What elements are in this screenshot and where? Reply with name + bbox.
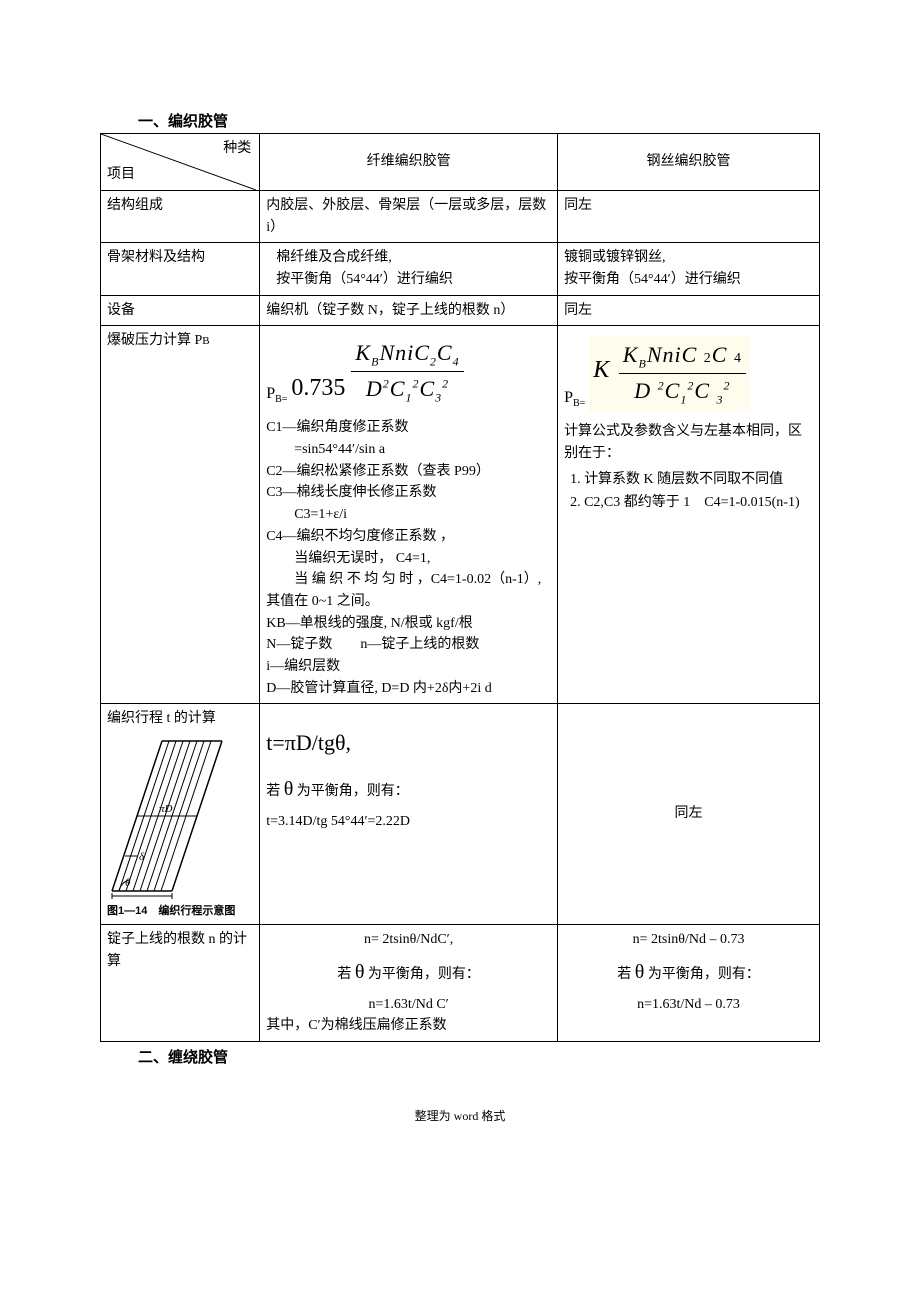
steel-formula-wrap: K KBNniC 2C 4 D 2C12C 32	[589, 336, 750, 411]
fiber-param: C3=1+ε/i	[266, 504, 551, 526]
travel-label: 编织行程 t 的计算	[107, 708, 253, 730]
structure-label: 结构组成	[101, 191, 260, 243]
fiber-params: C1—编织角度修正系数 =sin54°44′/sin a C2—编织松紧修正系数…	[266, 417, 551, 699]
roots-fiber-f1: n= 2tsinθ/NdC′,	[266, 929, 551, 951]
page-footer: 整理为 word 格式	[100, 1107, 820, 1124]
roots-steel-f2: n=1.63t/Nd – 0.73	[564, 994, 813, 1016]
fiber-coef: 0.735	[291, 370, 345, 407]
fiber-param: 当编织无误时， C4=1,	[266, 548, 551, 570]
fiber-param: C1—编织角度修正系数	[266, 417, 551, 439]
travel-formula: t=πD/tgθ,	[266, 726, 551, 760]
fiber-param: KB—单根线的强度, N/根或 kgf/根	[266, 613, 551, 635]
roots-fiber-f2: n=1.63t/Nd C′	[266, 994, 551, 1016]
burst-steel-formula: PB= K KBNniC 2C 4 D 2C12C 32	[564, 336, 813, 411]
travel-cond: 若 θ 为平衡角，则有：	[266, 774, 551, 805]
roots-fiber: n= 2tsinθ/NdC′, 若 θ 为平衡角，则有： n=1.63t/Nd …	[260, 925, 558, 1042]
equipment-steel: 同左	[558, 295, 820, 326]
fiber-param: C4—编织不均匀度修正系数 ，	[266, 526, 551, 548]
structure-fiber: 内胶层、外胶层、骨架层（一层或多层，层数 i）	[260, 191, 558, 243]
burst-label-main: 爆破压力计算 P	[107, 333, 202, 348]
row-equipment: 设备 编织机（锭子数 N，锭子上线的根数 n） 同左	[101, 295, 820, 326]
burst-label: 爆破压力计算 PB	[101, 326, 260, 704]
row-travel: 编织行程 t 的计算	[101, 704, 820, 925]
material-fiber-l1: 棉纤维及合成纤维,	[276, 247, 551, 269]
header-fiber: 纤维编织胶管	[260, 134, 558, 191]
header-row: 种类 项目 纤维编织胶管 钢丝编织胶管	[101, 134, 820, 191]
row-burst: 爆破压力计算 PB PB= 0.735 KBNniC2C4 D2C12C32 C…	[101, 326, 820, 704]
steel-li2: C2,C3 都约等于 1 C4=1-0.015(n-1)	[584, 492, 813, 514]
steel-params: 计算公式及参数含义与左基本相同，区别在于： 计算系数 K 随层数不同取不同值 C…	[564, 421, 813, 514]
fiber-param: N—锭子数 n—锭子上线的根数	[266, 634, 551, 656]
steel-fraction: KBNniC 2C 4 D 2C12C 32	[619, 338, 746, 409]
diag-header-cell: 种类 项目	[101, 134, 260, 191]
main-table: 种类 项目 纤维编织胶管 钢丝编织胶管 结构组成 内胶层、外胶层、骨架层（一层或…	[100, 133, 820, 1042]
burst-label-sub: B	[202, 335, 209, 347]
burst-fiber: PB= 0.735 KBNniC2C4 D2C12C32 C1—编织角度修正系数…	[260, 326, 558, 704]
material-fiber-l2: 按平衡角（54°44′）进行编织	[276, 269, 551, 291]
equipment-fiber: 编织机（锭子数 N，锭子上线的根数 n）	[260, 295, 558, 326]
travel-fig-caption: 图1—14 编织行程示意图	[107, 903, 253, 920]
fiber-fraction: KBNniC2C4 D2C12C32	[351, 336, 463, 407]
roots-label: 锭子上线的根数 n 的计算	[101, 925, 260, 1042]
structure-steel: 同左	[558, 191, 820, 243]
roots-steel-cond: 若 θ 为平衡角，则有：	[564, 957, 813, 988]
roots-fiber-note: 其中，C′为棉线压扁修正系数	[266, 1015, 551, 1037]
travel-label-cell: 编织行程 t 的计算	[101, 704, 260, 925]
row-roots: 锭子上线的根数 n 的计算 n= 2tsinθ/NdC′, 若 θ 为平衡角，则…	[101, 925, 820, 1042]
travel-fiber: t=πD/tgθ, 若 θ 为平衡角，则有： t=3.14D/tg 54°44′…	[260, 704, 558, 925]
roots-steel-f1: n= 2tsinθ/Nd – 0.73	[564, 929, 813, 951]
svg-text:πD: πD	[159, 803, 173, 815]
steel-li1: 计算系数 K 随层数不同取不同值	[584, 469, 813, 491]
fiber-param: C3—棉线长度伸长修正系数	[266, 482, 551, 504]
material-steel-l2: 按平衡角（54°44′）进行编织	[564, 269, 813, 291]
section2-heading: 二、缠绕胶管	[138, 1046, 820, 1067]
fiber-param: D—胶管计算直径, D=D 内+2δ内+2i d	[266, 678, 551, 700]
header-item: 项目	[107, 164, 135, 186]
fiber-param: =sin54°44′/sin a	[266, 439, 551, 461]
material-label: 骨架材料及结构	[101, 243, 260, 295]
travel-steel: 同左	[558, 704, 820, 925]
material-steel-l1: 镀铜或镀锌钢丝,	[564, 247, 813, 269]
material-fiber: 棉纤维及合成纤维, 按平衡角（54°44′）进行编织	[260, 243, 558, 295]
roots-fiber-cond: 若 θ 为平衡角，则有：	[266, 957, 551, 988]
travel-result: t=3.14D/tg 54°44′=2.22D	[266, 811, 551, 833]
burst-steel: PB= K KBNniC 2C 4 D 2C12C 32 计算公式及参数含义与左…	[558, 326, 820, 704]
pb-label: PB=	[266, 382, 287, 408]
material-steel: 镀铜或镀锌钢丝, 按平衡角（54°44′）进行编织	[558, 243, 820, 295]
row-structure: 结构组成 内胶层、外胶层、骨架层（一层或多层，层数 i） 同左	[101, 191, 820, 243]
fiber-param: C2—编织松紧修正系数（查表 P99）	[266, 461, 551, 483]
burst-fiber-formula: PB= 0.735 KBNniC2C4 D2C12C32	[266, 336, 551, 407]
roots-steel: n= 2tsinθ/Nd – 0.73 若 θ 为平衡角，则有： n=1.63t…	[558, 925, 820, 1042]
fiber-param: 当 编 织 不 均 匀 时 ，C4=1-0.02（n-1）,其值在 0~1 之间…	[266, 569, 551, 612]
svg-text:δ: δ	[139, 851, 145, 863]
fiber-param: i—编织层数	[266, 656, 551, 678]
svg-text:θ: θ	[125, 877, 131, 889]
section1-heading: 一、编织胶管	[138, 110, 820, 131]
steel-intro: 计算公式及参数含义与左基本相同，区别在于：	[564, 421, 813, 464]
steel-k: K	[593, 357, 609, 383]
braid-diagram-icon: πD δ θ t	[107, 736, 227, 901]
row-material: 骨架材料及结构 棉纤维及合成纤维, 按平衡角（54°44′）进行编织 镀铜或镀锌…	[101, 243, 820, 295]
page: 一、编织胶管 种类 项目 纤维编织胶管 钢丝编织胶管 结构组成 内胶层、外胶层、…	[0, 0, 920, 1164]
steel-ol: 计算系数 K 随层数不同取不同值 C2,C3 都约等于 1 C4=1-0.015…	[564, 469, 813, 514]
header-steel: 钢丝编织胶管	[558, 134, 820, 191]
header-kind: 种类	[223, 138, 251, 160]
equipment-label: 设备	[101, 295, 260, 326]
pb-label-steel: PB=	[564, 386, 585, 412]
